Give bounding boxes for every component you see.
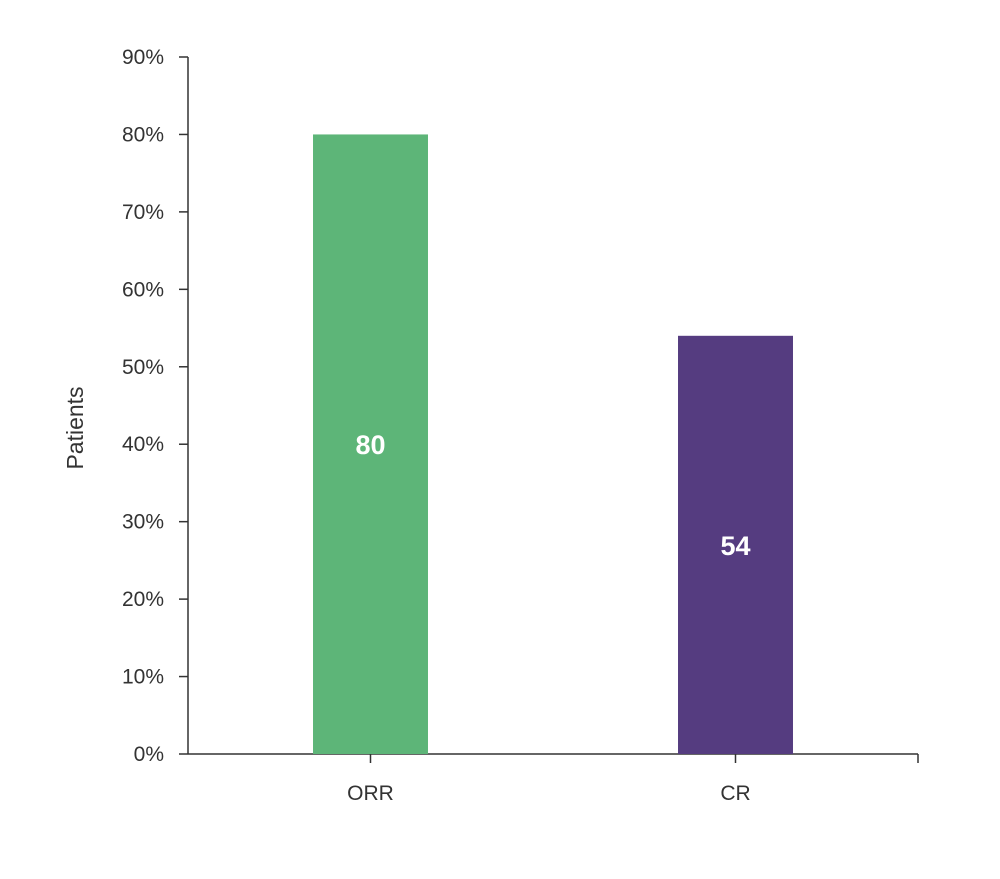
y-axis: 0% 10% 20% 30% 40% 50% 60% 70% 80% 90% bbox=[122, 46, 189, 766]
y-tick-label: 20% bbox=[122, 588, 164, 611]
y-tick-label: 80% bbox=[122, 123, 164, 146]
y-axis-title: Patients bbox=[62, 386, 88, 469]
x-category-label: ORR bbox=[347, 782, 394, 805]
y-tick-label: 60% bbox=[122, 278, 164, 301]
y-tick-label: 0% bbox=[134, 743, 164, 766]
y-tick-label: 50% bbox=[122, 356, 164, 379]
data-label-cr: 54 bbox=[720, 531, 750, 561]
y-tick-label: 70% bbox=[122, 201, 164, 224]
y-tick-label: 30% bbox=[122, 511, 164, 534]
y-tick-label: 10% bbox=[122, 666, 164, 689]
bars: 80 54 bbox=[313, 134, 793, 754]
x-axis: ORR CR bbox=[188, 753, 919, 805]
bar-orr bbox=[313, 134, 428, 754]
y-tick-label: 90% bbox=[122, 46, 164, 69]
data-label-orr: 80 bbox=[355, 430, 385, 460]
y-tick-label: 40% bbox=[122, 433, 164, 456]
x-category-label: CR bbox=[720, 782, 750, 805]
bar-cr bbox=[678, 335, 793, 754]
